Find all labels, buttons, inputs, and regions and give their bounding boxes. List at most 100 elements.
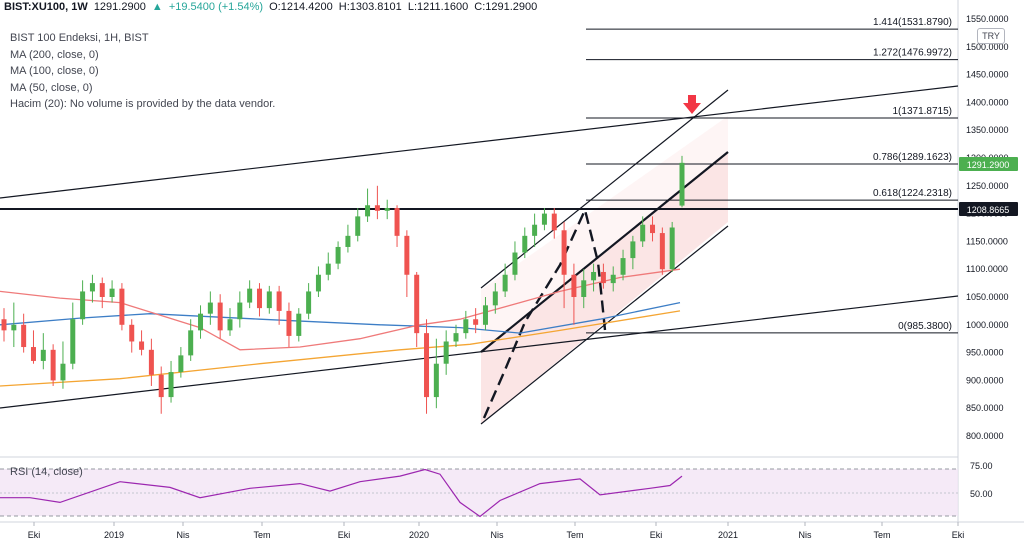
candle-body — [50, 349, 56, 381]
candle-body — [119, 288, 125, 325]
candle-body — [315, 274, 321, 292]
candle-body — [286, 310, 292, 336]
wave-path — [482, 206, 607, 419]
time-tick-label: Eki — [28, 530, 41, 540]
price-tick-label: 1000.0000 — [966, 320, 1009, 330]
channel-middle-line[interactable] — [480, 151, 729, 353]
candle-body — [1, 319, 7, 331]
candle-body — [650, 224, 656, 234]
time-tick-label: 2019 — [104, 530, 124, 540]
candle-body — [247, 288, 253, 303]
fib-level-label: 0(985.3800) — [898, 321, 952, 332]
candle-body — [502, 274, 508, 292]
level-price-value: 1208.8665 — [967, 205, 1010, 215]
price-tick-label: 1250.0000 — [966, 181, 1009, 191]
channel-upper-line[interactable] — [480, 89, 729, 289]
candle-body — [453, 333, 459, 342]
candle-body — [433, 363, 439, 398]
price-tick-label: 1500.0000 — [966, 42, 1009, 52]
price-tick-label: 1450.0000 — [966, 70, 1009, 80]
ma100-line — [0, 301, 681, 334]
candle-body — [306, 291, 312, 314]
rsi-legend[interactable]: RSI (14, close) — [10, 466, 83, 478]
candle-body — [551, 213, 557, 231]
candle-body — [610, 274, 616, 284]
candle-body — [139, 341, 145, 350]
legend-ma50[interactable]: MA (50, close, 0) — [10, 81, 93, 94]
candle-body — [443, 341, 449, 364]
open-label: O: — [269, 1, 281, 13]
open-value: 1214.4200 — [280, 1, 333, 13]
candle-body — [256, 288, 262, 309]
fib-level-label: 0.618(1224.2318) — [873, 188, 952, 199]
candle-body — [394, 208, 400, 236]
fibonacci-levels[interactable]: 1.414(1531.8790) 1.272(1476.9972) 1(1371.8… — [586, 17, 958, 334]
ma200-line — [0, 310, 681, 387]
last-price-value: 1291.2900 — [967, 160, 1010, 170]
candle-body — [600, 271, 606, 284]
legend-volume[interactable]: Hacim (20): No volume is provided by the… — [10, 98, 276, 110]
candle-body — [473, 319, 479, 325]
candle-body — [109, 288, 115, 297]
time-tick-label: Eki — [338, 530, 351, 540]
low-value: 1211.1600 — [417, 1, 469, 13]
fib-level-label: 1.272(1476.9972) — [873, 48, 952, 59]
upper-trendline[interactable] — [0, 85, 958, 199]
candle-body — [463, 319, 469, 334]
candle-body — [11, 324, 17, 331]
candle-body — [581, 280, 587, 297]
time-tick-label: Eki — [650, 530, 663, 540]
candle-body — [561, 230, 567, 275]
candle-body — [571, 274, 577, 297]
lower-trendline[interactable] — [0, 295, 958, 409]
candle-body — [630, 241, 636, 259]
symbol-name[interactable]: BIST:XU100, 1W — [4, 1, 88, 13]
candle-body — [345, 235, 351, 247]
candle-body — [374, 205, 380, 211]
price-tick-label: 850.0000 — [966, 403, 1004, 413]
high-label: H: — [338, 1, 350, 13]
price-tick-label: 1100.0000 — [966, 264, 1008, 274]
legend-ma100[interactable]: MA (100, close, 0) — [10, 65, 99, 77]
legend-ma200[interactable]: MA (200, close, 0) — [10, 48, 99, 61]
price-tick-label: 1150.0000 — [966, 236, 1008, 246]
price-tick-label: 1400.0000 — [966, 97, 1009, 107]
candle-body — [217, 302, 223, 331]
candle-body — [266, 291, 272, 309]
time-tick-label: 2020 — [409, 530, 429, 540]
symbol-header: BIST:XU100, 1W 1291.2900 ▲ +19.5400 (+1.… — [4, 1, 540, 13]
candle-body — [99, 283, 105, 297]
candle-body — [591, 271, 597, 281]
candle-body — [237, 302, 243, 320]
time-tick-label: Tem — [253, 530, 270, 540]
candle-body — [532, 224, 538, 236]
candle-body — [80, 291, 86, 320]
candle-body — [158, 374, 164, 398]
time-tick-label: 2021 — [718, 530, 738, 540]
legend-title[interactable]: BIST 100 Endeksi, 1H, BIST — [10, 32, 149, 44]
candle-body — [522, 235, 528, 253]
candle-body — [21, 324, 27, 348]
candle-body — [620, 258, 626, 275]
change-up-icon: ▲ — [151, 1, 163, 13]
candle-body — [30, 347, 36, 361]
rsi-tick-50: 50.00 — [970, 489, 993, 499]
last-price: 1291.2900 — [93, 1, 146, 13]
currency-badge[interactable]: TRY — [977, 28, 1005, 44]
price-tick-label: 1050.0000 — [966, 292, 1009, 302]
candle-body — [207, 302, 213, 314]
time-axis[interactable]: Eki 2019 Nis Tem Eki 2020 Nis Tem Eki 2021 Nis Tem E… — [28, 522, 965, 540]
candle-body — [325, 263, 331, 275]
indicator-legend: BIST 100 Endeksi, 1H, BIST MA (200, clos… — [10, 30, 275, 113]
price-axis[interactable]: 1550.0000 1500.0000 1450.0000 1400.0000 1350… — [966, 14, 1009, 441]
last-price-badge: 1291.2900 — [959, 157, 1018, 171]
time-tick-label: Nis — [177, 530, 190, 540]
candle-body — [355, 216, 361, 236]
candle-body — [335, 246, 341, 264]
price-tick-label: 950.0000 — [966, 348, 1004, 358]
close-label: C: — [474, 1, 486, 13]
candle-body — [404, 235, 410, 275]
price-tick-label: 800.0000 — [966, 431, 1004, 441]
candle-body — [384, 208, 390, 211]
price-change: +19.5400 (+1.54%) — [168, 1, 264, 13]
